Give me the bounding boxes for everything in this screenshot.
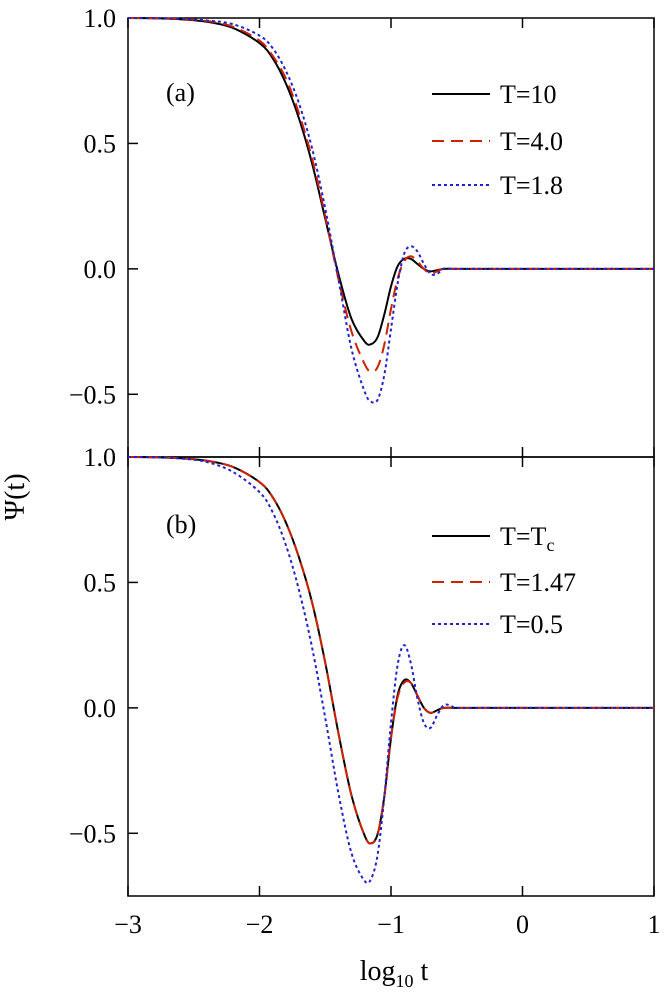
panel-a: −0.5 0.0 0.5 1.0 — [69, 4, 655, 457]
x-axis-label-tail: t — [414, 956, 429, 987]
legend-b: T=Tc T=1.47 T=0.5 — [432, 522, 576, 639]
panel-b-frame — [127, 456, 655, 897]
y-tick-label-a-1: 0.0 — [84, 255, 117, 284]
x-tick-label-b-1: −2 — [246, 910, 274, 939]
legend-b-label-0: T=Tc — [500, 522, 554, 555]
series-line-a-0 — [127, 17, 655, 346]
y-tick-label-b-3: 1.0 — [84, 443, 117, 472]
y-tick-label-a-3: 1.0 — [84, 4, 117, 33]
series-line-a-2 — [127, 17, 655, 404]
y-tick-label-b-1: 0.0 — [84, 694, 117, 723]
series-line-b-0 — [127, 456, 654, 845]
x-tick-label-b-2: −1 — [377, 910, 405, 939]
x-tick-label-b-3: 0 — [516, 910, 529, 939]
panel-b: −0.5 0.0 0.5 1.0 −3 −2 −1 0 1 — [69, 443, 661, 939]
panel-a-label: (a) — [166, 78, 195, 107]
series-line-a-1 — [127, 17, 655, 373]
y-tick-label-a-0: −0.5 — [69, 380, 116, 409]
legend-a-label-2: T=1.8 — [500, 171, 563, 200]
x-tick-label-b-4: 1 — [648, 910, 661, 939]
legend-b-label-2: T=0.5 — [500, 610, 563, 639]
legend-a-label-1: T=4.0 — [500, 127, 563, 156]
x-axis-label-main: log — [360, 956, 396, 987]
x-tick-label-b-0: −3 — [114, 910, 142, 939]
legend-a-label-0: T=10 — [500, 80, 557, 109]
x-axis-label-sub: 10 — [396, 971, 414, 991]
y-tick-label-b-0: −0.5 — [69, 819, 116, 848]
panel-a-frame — [127, 17, 655, 458]
series-line-b-1 — [127, 456, 654, 845]
series-line-b-2 — [127, 456, 654, 885]
legend-b-label-0-sub: c — [546, 535, 554, 555]
y-tick-label-b-2: 0.5 — [84, 568, 117, 597]
y-tick-label-a-2: 0.5 — [84, 129, 117, 158]
y-axis-label: Ψ(t) — [0, 473, 31, 520]
legend-a: T=10 T=4.0 T=1.8 — [432, 80, 563, 200]
x-axis-label: log10 t — [360, 956, 429, 991]
legend-b-label-1: T=1.47 — [500, 568, 576, 597]
panel-b-label: (b) — [166, 510, 196, 539]
legend-b-label-0-main: T=T — [500, 522, 547, 551]
